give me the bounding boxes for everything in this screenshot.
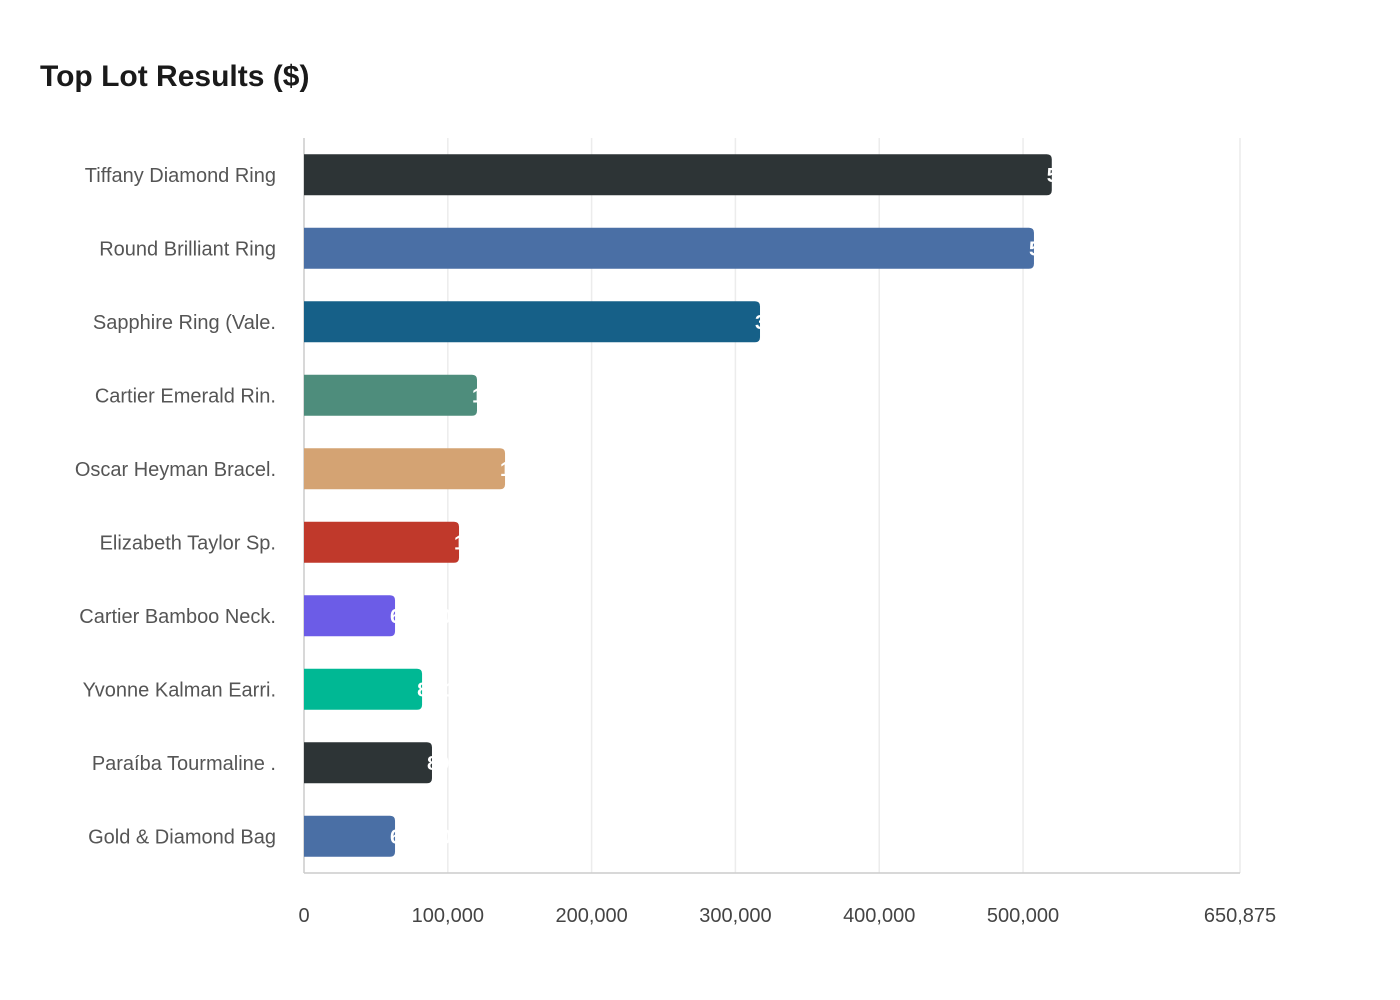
x-tick-label: 500,000: [987, 905, 1059, 927]
data-label: 120,300: [472, 385, 544, 407]
bar: [304, 521, 460, 563]
bar: [304, 815, 396, 857]
x-tick-label: 300,000: [699, 905, 771, 927]
category-label: Sapphire Ring (Vale.: [93, 312, 276, 334]
data-label: 89,000: [427, 753, 488, 775]
bar: [304, 374, 477, 416]
category-label: Paraíba Tourmaline .: [92, 753, 276, 775]
category-label: Cartier Bamboo Neck.: [79, 606, 276, 628]
x-tick-label: 400,000: [843, 905, 915, 927]
data-label: 63,300: [390, 826, 451, 848]
x-tick-label: 0: [298, 905, 309, 927]
category-label: Yvonne Kalman Earri.: [83, 679, 276, 701]
data-label: 107,800: [454, 532, 526, 554]
data-label: 317,100: [755, 312, 827, 334]
x-tick-label: 200,000: [555, 905, 627, 927]
chart-title: Top Lot Results ($): [40, 60, 310, 93]
category-label: Gold & Diamond Bag: [88, 826, 276, 848]
bar: [304, 668, 423, 710]
category-label: Cartier Emerald Rin.: [95, 385, 276, 407]
bar: [304, 448, 506, 490]
data-label: 507,600: [1029, 238, 1101, 260]
category-label: Elizabeth Taylor Sp.: [100, 532, 276, 554]
x-tick-label: 650,875: [1204, 905, 1276, 927]
data-label: 139,800: [500, 459, 572, 481]
data-label: 63,300: [390, 606, 451, 628]
bar: [304, 227, 1034, 269]
bar: [304, 742, 432, 784]
bar: [304, 154, 1052, 196]
category-label: Tiffany Diamond Ring: [85, 165, 276, 187]
bar: [304, 301, 761, 343]
data-label: 82,100: [417, 679, 478, 701]
x-tick-label: 100,000: [412, 905, 484, 927]
data-label: 520,000: [1047, 165, 1119, 187]
category-label: Oscar Heyman Bracel.: [75, 459, 276, 481]
bar: [304, 595, 396, 637]
category-label: Round Brilliant Ring: [99, 238, 276, 260]
